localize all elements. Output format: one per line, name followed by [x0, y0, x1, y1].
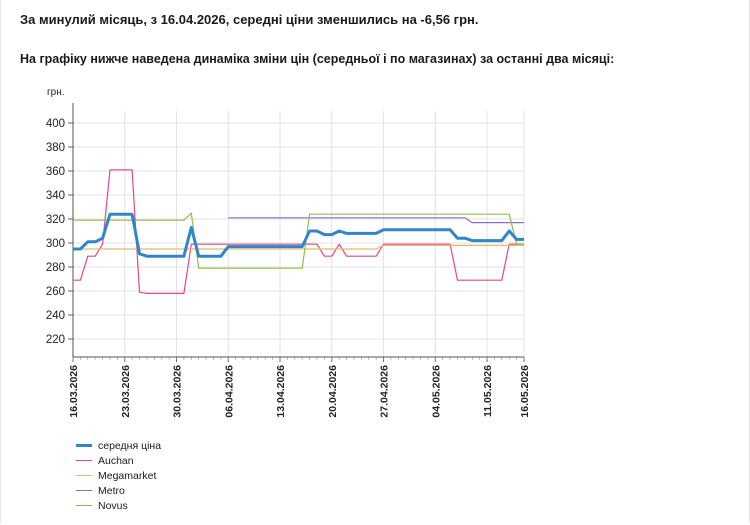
x-tick-label: 06.04.2026	[223, 365, 235, 418]
legend-swatch	[76, 489, 92, 492]
y-tick-label: 220	[46, 334, 65, 346]
x-tick-label: 11.05.2026	[482, 365, 494, 417]
y-tick-label: 240	[46, 310, 65, 322]
y-tick-label: 260	[46, 286, 65, 298]
legend-item: Megamarket	[76, 468, 161, 483]
y-axis-unit-label: грн.	[47, 87, 65, 98]
legend-label: Novus	[98, 499, 128, 512]
series-line-megamarket	[73, 244, 524, 250]
x-tick-label: 13.04.2026	[275, 365, 287, 418]
legend-label: Metro	[98, 484, 125, 497]
y-tick-label: 340	[46, 190, 65, 202]
series-line-metro	[228, 217, 524, 224]
series-line-novus	[73, 212, 524, 269]
price-change-summary: За минулий місяць, з 16.04.2026, середні…	[20, 12, 479, 27]
x-tick-label: 04.05.2026	[430, 365, 442, 418]
legend-item: Metro	[76, 483, 161, 498]
y-tick-label: 380	[46, 142, 65, 154]
legend-label: Megamarket	[98, 469, 157, 482]
legend-item: середня ціна	[76, 438, 161, 453]
y-tick-label: 300	[46, 238, 65, 250]
y-tick-label: 360	[46, 166, 65, 178]
legend-swatch	[76, 504, 92, 507]
legend-label: середня ціна	[98, 439, 162, 452]
y-tick-label: 400	[46, 118, 65, 130]
series-line-середня-ціна	[73, 212, 524, 258]
y-tick-label: 280	[46, 262, 65, 274]
x-tick-label: 20.04.2026	[327, 365, 339, 418]
legend-item: Novus	[76, 498, 161, 513]
chart-legend: середня ціна Auchan Megamarket Metro Novus	[76, 438, 161, 513]
x-tick-label: 30.03.2026	[172, 365, 184, 418]
legend-swatch	[76, 474, 92, 477]
legend-swatch	[76, 459, 92, 462]
y-tick-label: 320	[46, 214, 65, 226]
legend-swatch	[76, 444, 92, 447]
x-tick-label: 27.04.2026	[379, 365, 391, 418]
series-line-auchan	[73, 169, 524, 294]
legend-item: Auchan	[76, 453, 161, 468]
chart-intro-text: На графіку нижче наведена динаміка зміни…	[20, 52, 615, 66]
x-tick-label: 23.03.2026	[120, 365, 132, 418]
legend-label: Auchan	[98, 454, 134, 467]
x-tick-label: 16.03.2026	[68, 365, 80, 418]
x-tick-label: 16.05.2026	[519, 365, 531, 418]
